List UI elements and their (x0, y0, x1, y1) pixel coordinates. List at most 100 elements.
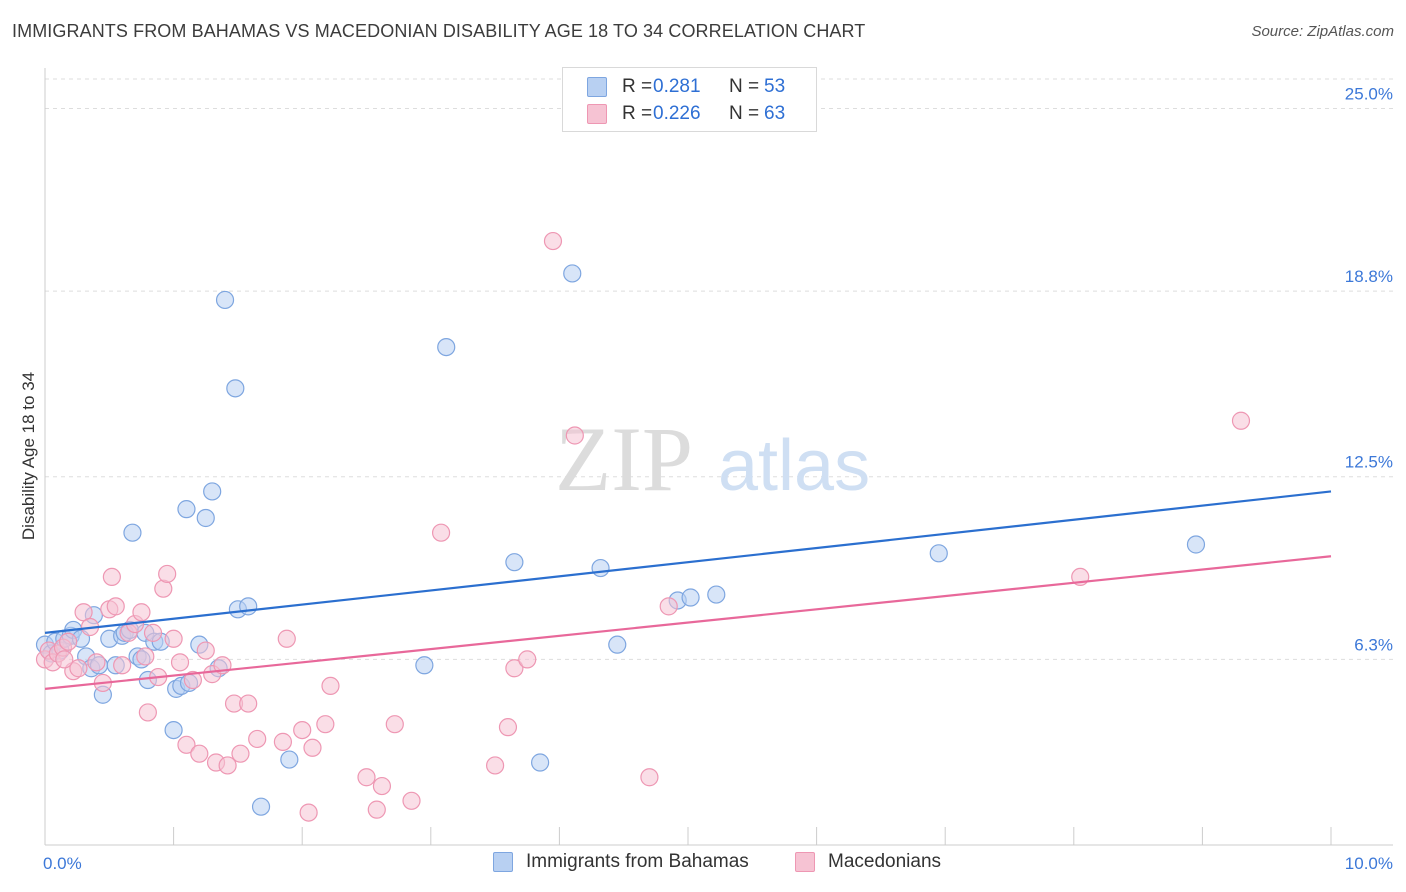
point-macedonians (273, 732, 293, 751)
point-bahamas (177, 500, 196, 519)
point-bahamas (239, 597, 258, 616)
point-macedonians (59, 632, 78, 651)
point-macedonians (402, 791, 421, 810)
point-macedonians (106, 597, 125, 616)
point-macedonians (164, 629, 183, 648)
point-bahamas (1186, 535, 1206, 554)
point-macedonians (486, 756, 505, 775)
point-macedonians (231, 744, 250, 763)
point-macedonians (505, 659, 524, 678)
point-bahamas (196, 508, 215, 528)
point-macedonians (372, 776, 392, 796)
point-bahamas (707, 585, 726, 604)
legend-item-bahamas: Immigrants from Bahamas (493, 851, 749, 873)
r-value: 0.281 (653, 76, 701, 97)
point-macedonians (248, 729, 267, 749)
y-tick-label: 12.5% (1345, 453, 1393, 472)
point-macedonians (69, 659, 88, 678)
point-macedonians (55, 650, 74, 669)
point-macedonians (1231, 411, 1251, 430)
point-bahamas (215, 290, 235, 310)
point-macedonians (543, 231, 563, 251)
n-label: N = (729, 76, 760, 97)
point-bahamas (226, 379, 245, 398)
point-macedonians (113, 656, 132, 675)
point-macedonians (138, 703, 157, 722)
x-tick-label: 10.0% (1345, 854, 1393, 873)
point-macedonians (196, 641, 215, 660)
point-macedonians (170, 653, 190, 672)
point-bahamas (591, 558, 610, 578)
point-macedonians (303, 738, 322, 757)
point-macedonians (357, 768, 376, 787)
r-label: R = (622, 103, 653, 124)
legend-row-macedonians: R = 0.226 N = 63 (587, 101, 785, 127)
r-label: R = (622, 76, 653, 97)
point-macedonians (183, 670, 202, 690)
point-macedonians (190, 744, 209, 763)
point-macedonians (293, 720, 312, 740)
point-macedonians (431, 523, 451, 542)
series-macedonians-points (35, 231, 1251, 822)
point-bahamas (608, 635, 627, 654)
legend-row-bahamas: R = 0.281 N = 53 (587, 74, 785, 100)
y-axis-label: Disability Age 18 to 34 (19, 372, 38, 540)
n-value: 53 (764, 76, 786, 97)
legend-swatch-pink (795, 852, 815, 872)
point-macedonians (316, 715, 335, 734)
n-value: 63 (764, 103, 786, 124)
point-macedonians (640, 768, 659, 787)
point-bahamas (681, 588, 700, 607)
point-macedonians (565, 426, 584, 445)
tick-labels: 6.3% 12.5% 18.8% 25.0% 0.0% 10.0% (43, 84, 1393, 873)
legend-label-bahamas: Immigrants from Bahamas (526, 851, 749, 872)
point-bahamas (929, 544, 948, 563)
trend-line-bahamas (44, 490, 1332, 634)
trend-lines (44, 490, 1332, 690)
y-tick-label: 25.0% (1345, 84, 1393, 103)
legend-swatch-blue (493, 852, 513, 872)
point-macedonians (177, 735, 196, 754)
point-bahamas (415, 656, 434, 675)
point-macedonians (498, 718, 518, 737)
point-macedonians (136, 647, 155, 666)
point-bahamas (164, 720, 183, 740)
y-tick-label: 6.3% (1354, 635, 1393, 654)
point-macedonians (277, 629, 296, 648)
legend-item-macedonians: Macedonians (795, 851, 941, 873)
point-macedonians (367, 800, 386, 819)
correlation-legend: R = 0.281 N = 53 R = 0.226 N = 63 (562, 67, 817, 132)
point-macedonians (132, 603, 151, 622)
watermark: ZIP atlas (555, 408, 870, 510)
n-label: N = (729, 103, 760, 124)
y-tick-label: 18.8% (1345, 267, 1393, 286)
r-value: 0.226 (653, 103, 701, 124)
series-bahamas-points (35, 264, 1206, 816)
point-macedonians (143, 623, 163, 642)
point-macedonians (385, 715, 404, 734)
point-bahamas (505, 553, 524, 572)
chart-title: IMMIGRANTS FROM BAHAMAS VS MACEDONIAN DI… (12, 21, 866, 41)
point-macedonians (518, 650, 537, 669)
axes (44, 68, 1393, 846)
point-macedonians (299, 803, 318, 822)
point-bahamas (203, 482, 222, 501)
point-macedonians (158, 564, 177, 584)
point-macedonians (321, 676, 340, 696)
point-bahamas (251, 797, 271, 816)
watermark-zip: ZIP (555, 408, 693, 510)
point-bahamas (280, 750, 299, 769)
point-bahamas (531, 753, 550, 772)
point-macedonians (659, 597, 678, 616)
point-bahamas (437, 338, 456, 357)
series-legend: Immigrants from Bahamas Macedonians (0, 851, 1406, 877)
watermark-atlas: atlas (718, 426, 870, 506)
point-macedonians (239, 694, 258, 713)
legend-swatch-blue (587, 77, 607, 97)
point-bahamas (563, 264, 582, 283)
grid-lines (45, 78, 1393, 660)
trend-line-macedonians (44, 555, 1332, 690)
point-macedonians (102, 567, 121, 587)
legend-label-macedonians: Macedonians (828, 851, 942, 872)
